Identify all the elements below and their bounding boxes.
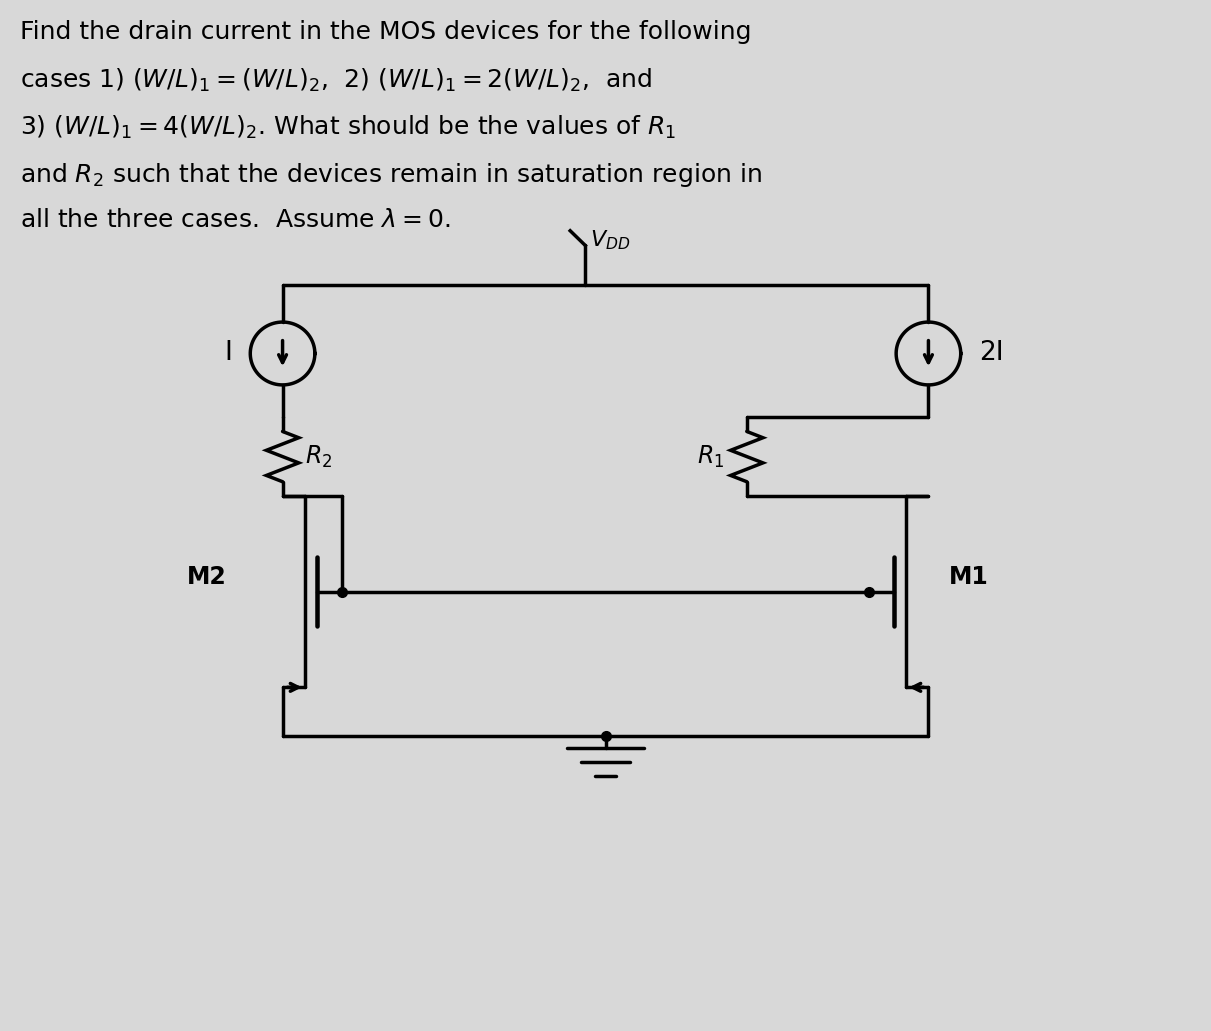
Text: all the three cases.  Assume $\lambda = 0$.: all the three cases. Assume $\lambda = 0… [21, 208, 450, 232]
Text: and $R_2$ such that the devices remain in saturation region in: and $R_2$ such that the devices remain i… [21, 161, 762, 189]
Text: 3) $(W/L)_1 = 4(W/L)_2$. What should be the values of $R_1$: 3) $(W/L)_1 = 4(W/L)_2$. What should be … [21, 113, 676, 141]
Text: cases 1) $(W/L)_1 = (W/L)_2$,  2) $(W/L)_1 = 2(W/L)_2$,  and: cases 1) $(W/L)_1 = (W/L)_2$, 2) $(W/L)_… [21, 67, 653, 94]
Text: $R_2$: $R_2$ [305, 443, 332, 470]
Text: M1: M1 [948, 565, 988, 589]
Text: $R_1$: $R_1$ [698, 443, 724, 470]
Text: M2: M2 [188, 565, 226, 589]
Text: Find the drain current in the MOS devices for the following: Find the drain current in the MOS device… [21, 20, 752, 43]
Text: I: I [224, 340, 233, 366]
Text: 2I: 2I [978, 340, 1004, 366]
Text: $V_{DD}$: $V_{DD}$ [590, 229, 631, 253]
